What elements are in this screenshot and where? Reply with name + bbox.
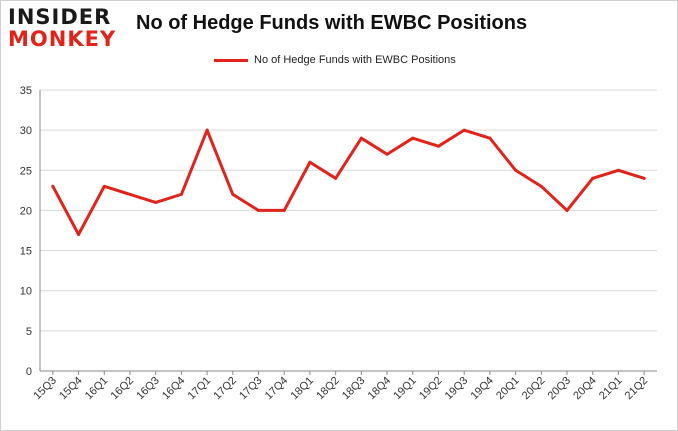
data-point-16Q4	[179, 192, 183, 196]
x-tick-label-18Q3: 18Q3	[340, 375, 368, 403]
data-point-15Q3	[51, 184, 55, 188]
y-tick-label-15: 15	[20, 246, 32, 258]
x-tick-label-18Q4: 18Q4	[366, 375, 394, 403]
y-tick-label-35: 35	[20, 85, 32, 97]
data-point-15Q4	[77, 233, 81, 237]
data-point-19Q3	[462, 128, 466, 132]
data-point-19Q1	[411, 136, 415, 140]
y-tick-label-5: 5	[26, 326, 32, 338]
data-point-17Q2	[231, 192, 235, 196]
x-tick-label-16Q4: 16Q4	[160, 375, 188, 403]
x-tick-label-19Q3: 19Q3	[443, 375, 471, 403]
x-tick-label-15Q4: 15Q4	[57, 375, 85, 403]
x-tick-label-16Q2: 16Q2	[109, 375, 137, 403]
y-tick-label-0: 0	[26, 366, 32, 378]
x-tick-label-20Q2: 20Q2	[520, 375, 548, 403]
y-tick-label-20: 20	[20, 205, 32, 217]
y-tick-label-25: 25	[20, 165, 32, 177]
data-point-19Q4	[488, 136, 492, 140]
legend-swatch	[214, 58, 248, 62]
data-point-19Q2	[436, 144, 440, 148]
data-point-16Q1	[102, 184, 106, 188]
x-tick-label-16Q1: 16Q1	[83, 375, 111, 403]
data-point-20Q1	[514, 168, 518, 172]
x-tick-label-19Q1: 19Q1	[391, 375, 419, 403]
data-point-18Q4	[385, 152, 389, 156]
legend-label: No of Hedge Funds with EWBC Positions	[254, 54, 456, 66]
series-line-0	[51, 128, 646, 237]
data-point-21Q2	[642, 176, 646, 180]
data-point-18Q1	[308, 160, 312, 164]
x-tick-label-17Q2: 17Q2	[211, 375, 239, 403]
x-tick-label-21Q2: 21Q2	[623, 375, 651, 403]
data-point-20Q3	[565, 208, 569, 212]
data-point-21Q1	[616, 168, 620, 172]
y-tick-label-30: 30	[20, 125, 32, 137]
x-tick-label-19Q2: 19Q2	[417, 375, 445, 403]
x-tick-label-17Q4: 17Q4	[263, 375, 291, 403]
x-tick-label-20Q3: 20Q3	[546, 375, 574, 403]
data-point-20Q2	[539, 184, 543, 188]
data-point-16Q2	[128, 192, 132, 196]
x-tick-label-17Q1: 17Q1	[186, 375, 214, 403]
x-tick-label-17Q3: 17Q3	[237, 375, 265, 403]
chart-legend: No of Hedge Funds with EWBC Positions	[214, 54, 456, 66]
data-point-18Q2	[334, 176, 338, 180]
x-tick-label-18Q2: 18Q2	[314, 375, 342, 403]
x-tick-label-15Q3: 15Q3	[31, 375, 59, 403]
data-point-16Q3	[154, 200, 158, 204]
chart-title: No of Hedge Funds with EWBC Positions	[136, 12, 528, 34]
insider-monkey-logo: INSIDER MONKEY	[8, 6, 128, 54]
y-tick-label-10: 10	[20, 286, 32, 298]
data-point-20Q4	[591, 176, 595, 180]
data-point-17Q3	[257, 208, 261, 212]
x-tick-label-16Q3: 16Q3	[134, 375, 162, 403]
logo-line-1: INSIDER	[8, 5, 112, 29]
x-tick-label-18Q1: 18Q1	[289, 375, 317, 403]
logo-line-2: MONKEY	[8, 27, 117, 51]
data-point-18Q3	[359, 136, 363, 140]
data-point-17Q4	[282, 208, 286, 212]
x-tick-label-21Q1: 21Q1	[597, 375, 625, 403]
x-tick-label-19Q4: 19Q4	[468, 375, 496, 403]
x-tick-label-20Q4: 20Q4	[571, 375, 599, 403]
x-tick-label-20Q1: 20Q1	[494, 375, 522, 403]
data-point-17Q1	[205, 128, 209, 132]
